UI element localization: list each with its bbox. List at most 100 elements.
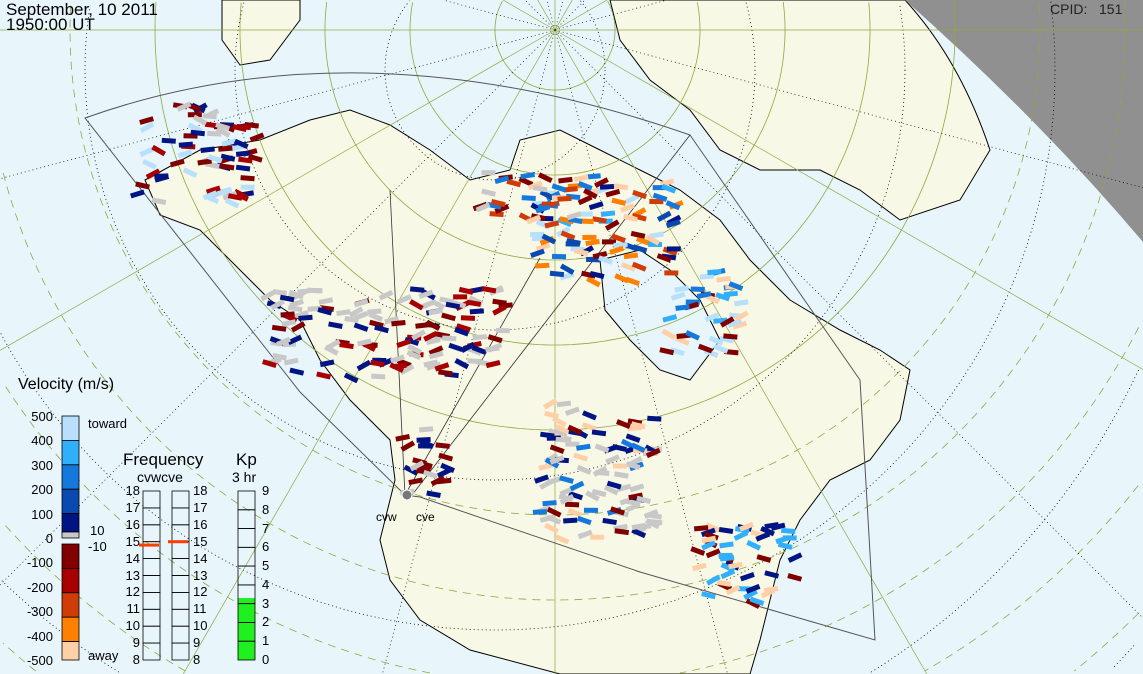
scatter-cell (716, 275, 731, 283)
cpid-label: CPID: 151 (1050, 1, 1123, 17)
frequency-tick-cvw: 9 (132, 635, 140, 651)
scatter-cell (551, 183, 567, 193)
frequency-tick-cve: 18 (193, 483, 208, 498)
scatter-cell (591, 488, 607, 498)
scatter-cell (592, 250, 608, 260)
scatter-cell (154, 173, 169, 179)
scatter-cell (407, 343, 423, 355)
scatter-cell (161, 137, 176, 144)
scatter-cell (426, 337, 441, 345)
frequency-tick-cve: 8 (193, 652, 201, 667)
scatter-cell (745, 583, 761, 594)
scatter-cell (775, 535, 791, 545)
scatter-cell (589, 270, 605, 280)
scatter-cell (316, 371, 331, 380)
scatter-cell (630, 442, 646, 453)
scatter-cell (532, 185, 548, 193)
kp-box (237, 528, 256, 548)
scatter-cell (566, 211, 582, 221)
frequency-title: Frequency (123, 450, 204, 469)
scatter-cell (530, 248, 545, 258)
scatter-cell (787, 552, 803, 563)
scatter-cell (423, 330, 438, 342)
scatter-cell (661, 183, 677, 194)
scatter-cell (409, 286, 425, 293)
scatter-cell (227, 193, 243, 201)
kp-tick-label: 7 (262, 520, 270, 536)
scatter-cell (720, 562, 736, 573)
scatter-cell (287, 334, 303, 346)
scatter-cell (348, 306, 364, 318)
scatter-cell (591, 429, 607, 437)
scatter-cell (610, 506, 625, 516)
scatter-cell (145, 168, 161, 180)
frequency-tick-cve: 13 (193, 567, 208, 583)
scatter-cell (370, 359, 385, 368)
frequency-tick-cve: 15 (193, 533, 208, 549)
scatter-cell (576, 443, 591, 451)
scatter-cell (526, 214, 542, 225)
scatter-cell (586, 173, 601, 180)
scatter-cell (559, 263, 575, 275)
scatter-cell (728, 561, 743, 570)
scatter-cell (586, 276, 601, 288)
scatter-cell (419, 299, 435, 310)
frequency-box (142, 608, 161, 627)
scatter-cell (279, 294, 295, 303)
frequency-tick-cvw: 13 (125, 567, 140, 583)
scatter-cell (169, 158, 185, 168)
scatter-cell (631, 522, 647, 531)
frequency-box (171, 575, 190, 593)
scatter-cell (576, 515, 592, 526)
scatter-cell (560, 230, 576, 241)
scatter-cell (585, 490, 600, 502)
scatter-cell (549, 455, 565, 465)
scatter-cell (551, 253, 567, 260)
frequency-tick-cve: 12 (193, 584, 208, 600)
scatter-cell (271, 324, 287, 332)
kp-box (237, 565, 256, 586)
velocity-tick-label: 400 (31, 433, 53, 449)
frequency-tick-cvw: 18 (125, 483, 140, 498)
scatter-cell (390, 354, 405, 364)
scatter-cell (318, 297, 334, 305)
scatter-cell (692, 562, 707, 572)
scatter-cell (139, 146, 155, 158)
scatter-cell (399, 363, 415, 375)
scatter-cell (415, 322, 430, 329)
radar-label-cvw: cvw (376, 510, 397, 524)
kp-box (237, 490, 256, 511)
scatter-cell (670, 291, 686, 301)
scatter-cell (489, 211, 504, 218)
frequency-box (171, 592, 190, 610)
scatter-cell (472, 334, 487, 341)
scatter-cell (425, 319, 441, 331)
frequency-tick-cvw: 15 (125, 533, 140, 549)
scatter-cell (632, 189, 647, 200)
frequency-tick-cvw: 14 (125, 550, 140, 566)
scatter-cell (559, 216, 575, 225)
scatter-cell (521, 195, 536, 202)
scatter-cell (544, 410, 559, 419)
velocity-title: Velocity (m/s) (18, 376, 115, 393)
meridian-line (554, 29, 1143, 370)
scatter-cell (260, 290, 275, 302)
scatter-cell (613, 183, 629, 191)
scatter-cell (535, 242, 551, 252)
scatter-cell (298, 314, 313, 321)
scatter-cell (556, 400, 572, 408)
scatter-cell (623, 213, 638, 223)
scatter-cell (743, 588, 758, 600)
scatter-cell (566, 238, 581, 246)
scatter-cell (218, 145, 233, 152)
scatter-cell (723, 290, 739, 298)
scatter-cell (631, 213, 647, 222)
scatter-cell (600, 210, 616, 217)
scatter-cell (611, 233, 626, 243)
scatter-cell (733, 530, 749, 541)
scatter-cell (728, 281, 744, 292)
scatter-cell (701, 540, 716, 551)
scatter-cell (588, 201, 604, 211)
scatter-cell (539, 189, 555, 201)
